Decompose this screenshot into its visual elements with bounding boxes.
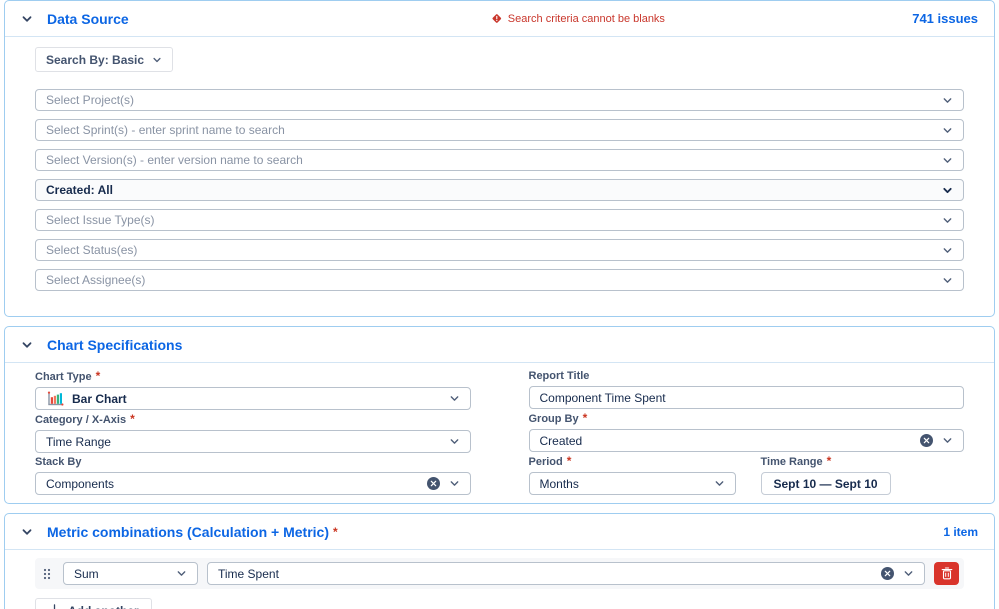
time-range-label: Time Range *	[760, 454, 832, 468]
calculation-value: Sum	[74, 566, 99, 581]
stack-by-select[interactable]: Components	[35, 472, 471, 495]
add-another-button[interactable]: Add another	[35, 598, 152, 609]
chart-specifications-header: Chart Specifications	[5, 327, 994, 363]
select-versions-field[interactable]: Select Version(s) - enter version name t…	[35, 149, 964, 171]
chevron-down-icon	[942, 275, 953, 286]
data-source-header: Data Source Search criteria cannot be bl…	[5, 1, 994, 37]
validation-error: Search criteria cannot be blanks	[491, 13, 665, 25]
panel-title: Chart Specifications	[47, 336, 183, 353]
period-value: Months	[539, 476, 579, 491]
data-source-panel: Data Source Search criteria cannot be bl…	[4, 0, 995, 317]
select-sprints-placeholder: Select Sprint(s) - enter sprint name to …	[46, 123, 285, 137]
category-x-axis-label: Category / X-Axis *	[35, 412, 135, 426]
select-versions-placeholder: Select Version(s) - enter version name t…	[46, 153, 303, 167]
chevron-down-icon	[176, 568, 187, 579]
chart-specifications-panel: Chart Specifications Chart Type *	[4, 326, 995, 504]
required-marker: *	[582, 411, 588, 425]
chevron-down-icon	[449, 436, 460, 447]
chart-type-select[interactable]: Bar Chart	[35, 387, 471, 410]
delete-row-button[interactable]	[934, 562, 959, 585]
chevron-down-icon	[942, 215, 953, 226]
group-by-value: Created	[539, 433, 583, 448]
group-by-select[interactable]: Created	[528, 429, 964, 452]
clear-icon[interactable]	[920, 434, 933, 447]
metric-row: Sum Time Spent	[35, 558, 964, 589]
collapse-chevron-icon[interactable]	[21, 339, 33, 351]
period-label: Period *	[528, 454, 572, 468]
trash-icon	[941, 567, 953, 580]
period-select[interactable]: Months	[528, 472, 736, 495]
chart-specs-right-column: Report Title Group By* Created Period*	[528, 367, 965, 495]
panel-title: Metric combinations (Calculation + Metri…	[47, 523, 329, 540]
select-sprints-field[interactable]: Select Sprint(s) - enter sprint name to …	[35, 119, 964, 141]
select-assignees-placeholder: Select Assignee(s)	[46, 273, 146, 287]
chart-type-label: Chart Type *	[35, 369, 101, 383]
created-filter-value: Created: All	[46, 183, 113, 197]
search-by-button[interactable]: Search By: Basic	[35, 47, 174, 72]
panel-title: Data Source	[47, 10, 129, 27]
metric-combinations-header: Metric combinations (Calculation + Metri…	[5, 514, 994, 550]
chevron-down-icon	[449, 478, 460, 489]
metric-value: Time Spent	[218, 566, 279, 581]
calculation-select[interactable]: Sum	[63, 562, 198, 585]
required-marker: *	[95, 369, 101, 383]
chevron-down-icon	[152, 55, 162, 65]
chevron-down-icon	[714, 478, 725, 489]
required-marker: *	[566, 454, 572, 468]
category-x-axis-select[interactable]: Time Range	[35, 430, 471, 453]
metric-select[interactable]: Time Spent	[207, 562, 925, 585]
period-time-range-row: Period * Months Time Range * Sept 10 — Sep…	[528, 452, 965, 495]
period-group: Period * Months	[528, 452, 736, 495]
report-title-input[interactable]	[528, 386, 964, 409]
collapse-chevron-icon[interactable]	[21, 13, 33, 25]
created-filter-field[interactable]: Created: All	[35, 179, 964, 201]
select-issue-types-field[interactable]: Select Issue Type(s)	[35, 209, 964, 231]
select-statuses-field[interactable]: Select Status(es)	[35, 239, 964, 261]
select-projects-placeholder: Select Project(s)	[46, 93, 135, 107]
select-projects-field[interactable]: Select Project(s)	[35, 89, 964, 111]
data-source-content: Search By: Basic Select Project(s) Selec…	[5, 37, 994, 316]
group-by-label: Group By *	[528, 411, 588, 425]
select-assignees-field[interactable]: Select Assignee(s)	[35, 269, 964, 291]
add-another-label: Add another	[68, 604, 139, 609]
item-count: 1 item	[943, 524, 978, 539]
chevron-down-icon	[942, 95, 953, 106]
error-text: Search criteria cannot be blanks	[507, 12, 665, 25]
clear-icon[interactable]	[881, 567, 894, 580]
collapse-chevron-icon[interactable]	[21, 526, 33, 538]
metric-combinations-panel: Metric combinations (Calculation + Metri…	[4, 513, 995, 609]
error-diamond-icon	[491, 13, 502, 24]
issues-count-link[interactable]: 741 issues	[912, 11, 978, 26]
drag-handle-icon[interactable]	[40, 567, 54, 581]
clear-icon[interactable]	[426, 477, 440, 490]
time-range-button[interactable]: Sept 10 — Sept 10	[760, 472, 891, 495]
stack-by-label: Stack By	[35, 456, 82, 468]
chart-specifications-content: Chart Type * Bar Chart	[5, 363, 994, 503]
chevron-down-icon	[942, 435, 953, 446]
chart-specs-left-column: Chart Type * Bar Chart	[35, 367, 471, 495]
metric-combinations-content: Sum Time Spent	[5, 550, 994, 609]
chevron-down-icon	[942, 155, 953, 166]
select-statuses-placeholder: Select Status(es)	[46, 243, 138, 257]
required-marker: *	[130, 412, 135, 426]
required-marker: *	[826, 454, 832, 468]
plus-icon	[48, 604, 61, 609]
chevron-down-icon	[942, 185, 953, 196]
chart-type-value: Bar Chart	[72, 391, 127, 406]
chevron-down-icon	[903, 568, 914, 579]
chevron-down-icon	[942, 245, 953, 256]
report-title-label: Report Title	[528, 370, 590, 382]
category-x-axis-value: Time Range	[46, 434, 111, 449]
time-range-group: Time Range * Sept 10 — Sept 10	[760, 452, 891, 495]
stack-by-value: Components	[46, 476, 115, 491]
select-issue-types-placeholder: Select Issue Type(s)	[46, 213, 155, 227]
chevron-down-icon	[449, 393, 460, 404]
required-marker: *	[333, 524, 338, 539]
chevron-down-icon	[942, 125, 953, 136]
bar-chart-icon	[46, 391, 64, 407]
search-by-label: Search By: Basic	[46, 52, 145, 67]
